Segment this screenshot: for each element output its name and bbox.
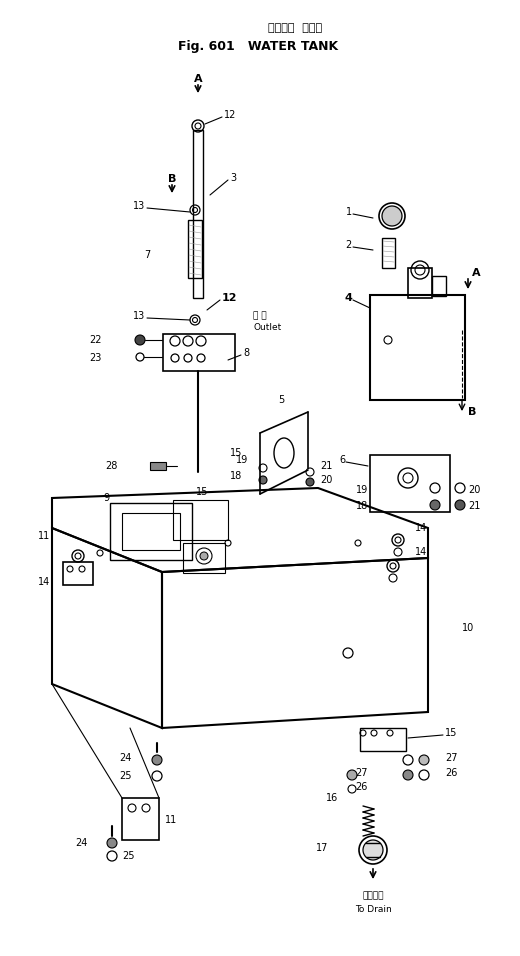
Circle shape	[455, 500, 465, 510]
Bar	[408, 268, 432, 298]
Circle shape	[306, 478, 314, 486]
Bar	[360, 728, 406, 751]
Text: B: B	[468, 407, 476, 417]
Bar	[188, 220, 202, 278]
Text: 15: 15	[445, 728, 458, 738]
Text: 27: 27	[356, 768, 368, 778]
Text: 15: 15	[230, 448, 242, 458]
Text: 24: 24	[120, 753, 132, 763]
Text: 12: 12	[222, 293, 238, 303]
Circle shape	[403, 770, 413, 780]
Text: 4: 4	[344, 293, 352, 303]
Circle shape	[259, 476, 267, 484]
Text: 24: 24	[75, 838, 88, 848]
Text: 21: 21	[468, 501, 480, 511]
Text: 20: 20	[468, 485, 480, 495]
Bar	[122, 513, 180, 550]
Bar	[382, 238, 395, 268]
Text: 17: 17	[316, 843, 328, 853]
Text: 8: 8	[243, 348, 249, 358]
Text: 19: 19	[356, 485, 368, 495]
Text: 25: 25	[120, 771, 132, 781]
Text: 10: 10	[462, 623, 474, 633]
Text: 19: 19	[236, 455, 248, 465]
Text: 14: 14	[38, 577, 50, 587]
Circle shape	[347, 770, 357, 780]
Text: 11: 11	[38, 531, 50, 541]
Text: 9: 9	[104, 493, 110, 503]
Text: A: A	[193, 74, 202, 84]
Circle shape	[152, 755, 162, 765]
Text: B: B	[168, 174, 176, 184]
Text: 11: 11	[165, 815, 177, 825]
Text: 14: 14	[415, 547, 427, 557]
Bar	[110, 503, 192, 560]
Text: To Drain: To Drain	[355, 905, 392, 915]
Text: A: A	[472, 268, 480, 278]
Text: 15: 15	[196, 487, 208, 497]
Text: 出 口: 出 口	[253, 312, 267, 320]
Circle shape	[430, 500, 440, 510]
Text: 3: 3	[230, 173, 236, 183]
Text: ドレンへ: ドレンへ	[362, 892, 384, 901]
Text: 23: 23	[89, 353, 102, 363]
Text: 22: 22	[89, 335, 102, 345]
Text: 13: 13	[133, 311, 145, 321]
Text: 6: 6	[339, 455, 345, 465]
Bar	[122, 798, 159, 840]
Circle shape	[135, 335, 145, 345]
Text: 26: 26	[356, 782, 368, 792]
Bar	[432, 276, 446, 296]
Text: 14: 14	[415, 523, 427, 533]
Text: Outlet: Outlet	[253, 322, 281, 332]
Text: 21: 21	[320, 461, 332, 471]
Text: 18: 18	[356, 501, 368, 511]
Bar	[183, 543, 225, 573]
Text: 2: 2	[346, 240, 352, 250]
Text: ウォータ  タンク: ウォータ タンク	[268, 23, 322, 33]
Text: 12: 12	[224, 110, 237, 120]
Text: 18: 18	[230, 471, 242, 481]
Text: 25: 25	[122, 851, 135, 861]
Text: 26: 26	[445, 768, 458, 778]
Text: 28: 28	[106, 461, 118, 471]
Circle shape	[419, 755, 429, 765]
Text: 13: 13	[133, 201, 145, 211]
Circle shape	[382, 206, 402, 226]
Bar	[173, 500, 228, 540]
Text: 1: 1	[346, 207, 352, 217]
Bar	[63, 562, 93, 585]
Text: Fig. 601   WATER TANK: Fig. 601 WATER TANK	[178, 39, 338, 53]
Text: 5: 5	[278, 395, 284, 405]
Text: 16: 16	[326, 793, 338, 803]
Bar	[193, 130, 203, 298]
Bar	[150, 462, 166, 470]
Text: 7: 7	[144, 250, 150, 260]
Text: 20: 20	[320, 475, 332, 485]
Text: 27: 27	[445, 753, 458, 763]
Bar	[163, 334, 235, 371]
Circle shape	[200, 552, 208, 560]
Circle shape	[363, 840, 383, 860]
Circle shape	[107, 838, 117, 848]
